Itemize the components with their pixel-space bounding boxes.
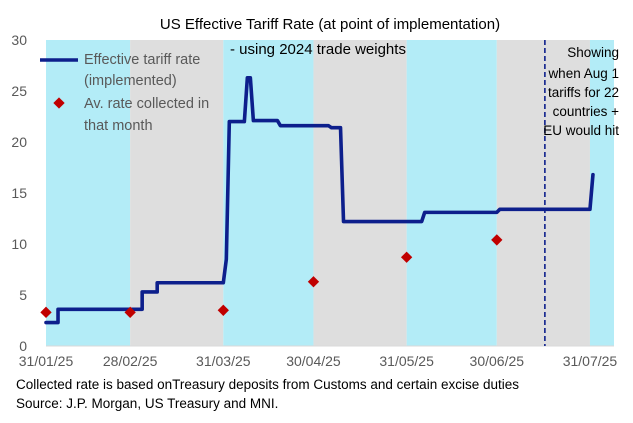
month-band (496, 40, 590, 346)
month-band (130, 40, 224, 346)
legend: Effective tariff rate (implemented) Av. … (40, 52, 209, 134)
collected-rate-marker (307, 276, 320, 288)
x-tick-label: 31/05/25 (379, 353, 434, 369)
annotation-line: when Aug 1 (547, 66, 619, 81)
collected-rate-marker (400, 251, 413, 263)
legend-diamond-swatch (53, 97, 65, 109)
y-tick-label: 20 (11, 134, 27, 150)
x-axis: 31/01/25 28/02/25 31/03/25 30/04/25 31/05/25… (19, 353, 618, 369)
month-band (223, 40, 314, 346)
chart-subtitle: - using 2024 trade weights (230, 41, 406, 58)
x-tick-label: 31/03/25 (196, 353, 251, 369)
annotation-note: Showing when Aug 1 tariffs for 22 countr… (543, 45, 619, 138)
y-tick-label: 0 (19, 338, 27, 354)
annotation-line: EU would hit (543, 123, 619, 138)
tariff-rate-line (44, 75, 595, 325)
month-band (406, 40, 497, 346)
series-layer (40, 75, 595, 325)
month-band (589, 40, 614, 346)
legend-label-tariff-rate-sub: (implemented) (84, 73, 177, 89)
collected-rate-marker (40, 306, 52, 318)
x-tick-label: 28/02/25 (103, 353, 158, 369)
y-tick-label: 25 (11, 83, 27, 99)
annotation-line: Showing (567, 45, 619, 60)
legend-label-collected-rate: Av. rate collected in (84, 96, 209, 112)
footer-note: Collected rate is based onTreasury depos… (16, 377, 519, 392)
x-tick-label: 31/07/25 (563, 353, 618, 369)
footer-source: Source: J.P. Morgan, US Treasury and MNI… (16, 396, 279, 411)
x-tick-label: 30/06/25 (470, 353, 525, 369)
tariff-chart: 0 5 10 15 20 25 30 31/01/25 28/02/25 31/03/25 30/… (11, 16, 619, 369)
annotation-line: tariffs for 22 (548, 85, 619, 100)
annotation-line: countries + (553, 104, 620, 119)
y-tick-label: 10 (11, 236, 27, 252)
legend-label-collected-rate-sub: that month (84, 118, 153, 134)
y-tick-label: 15 (11, 185, 27, 201)
x-tick-label: 31/01/25 (19, 353, 74, 369)
y-axis: 0 5 10 15 20 25 30 (11, 32, 27, 354)
month-bands (46, 40, 614, 346)
chart-title: US Effective Tariff Rate (at point of im… (160, 16, 500, 33)
x-tick-label: 30/04/25 (286, 353, 341, 369)
legend-label-tariff-rate: Effective tariff rate (84, 52, 200, 68)
y-tick-label: 30 (11, 32, 27, 48)
y-tick-label: 5 (19, 287, 27, 303)
month-band (313, 40, 407, 346)
collected-rate-marker (491, 234, 503, 246)
collected-rate-marker (217, 304, 229, 316)
month-band (46, 40, 131, 346)
